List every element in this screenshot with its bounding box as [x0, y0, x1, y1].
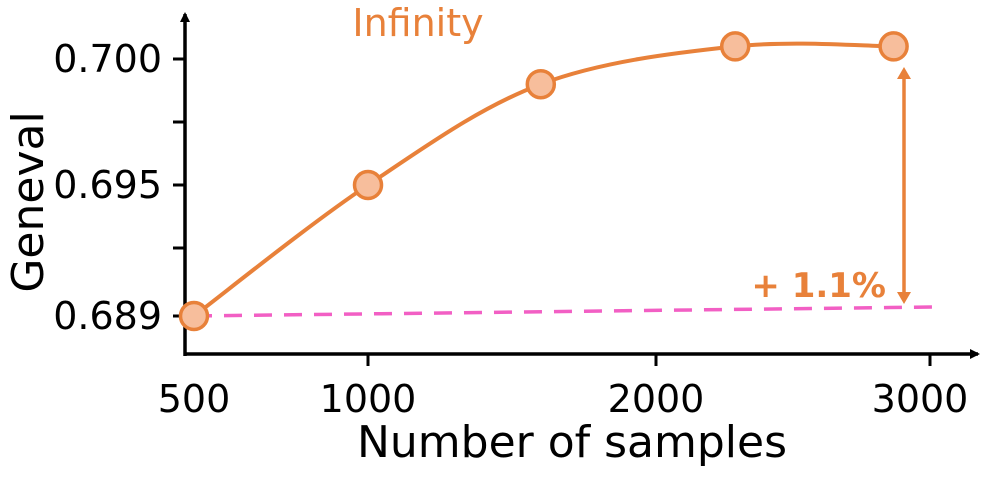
y-axis-title: Geneval	[3, 111, 54, 292]
x-ticks: 500 1000 2000 3000	[158, 354, 969, 421]
improvement-label: + 1.1%	[751, 266, 886, 306]
x-tick-label: 1000	[320, 377, 417, 421]
series-points	[178, 31, 909, 332]
y-ticks: 0.689 0.695 0.700	[53, 37, 185, 338]
data-point	[178, 300, 210, 332]
x-axis-title: Number of samples	[357, 417, 787, 468]
data-point	[878, 31, 909, 62]
data-point	[352, 169, 384, 201]
arrow-head-down	[897, 292, 911, 304]
baseline-dashed-line	[193, 305, 935, 318]
y-tick-label: 0.695	[53, 163, 162, 207]
series-label: Infinity	[352, 1, 483, 45]
data-point	[719, 31, 751, 62]
y-tick-label: 0.700	[53, 37, 162, 81]
x-tick-label: 3000	[872, 377, 969, 421]
x-tick-label: 2000	[608, 377, 705, 421]
arrow-head-up	[897, 67, 911, 79]
data-point	[525, 68, 557, 100]
y-tick-label: 0.689	[53, 294, 162, 338]
x-tick-label: 500	[158, 377, 231, 421]
improvement-arrow	[897, 67, 911, 304]
